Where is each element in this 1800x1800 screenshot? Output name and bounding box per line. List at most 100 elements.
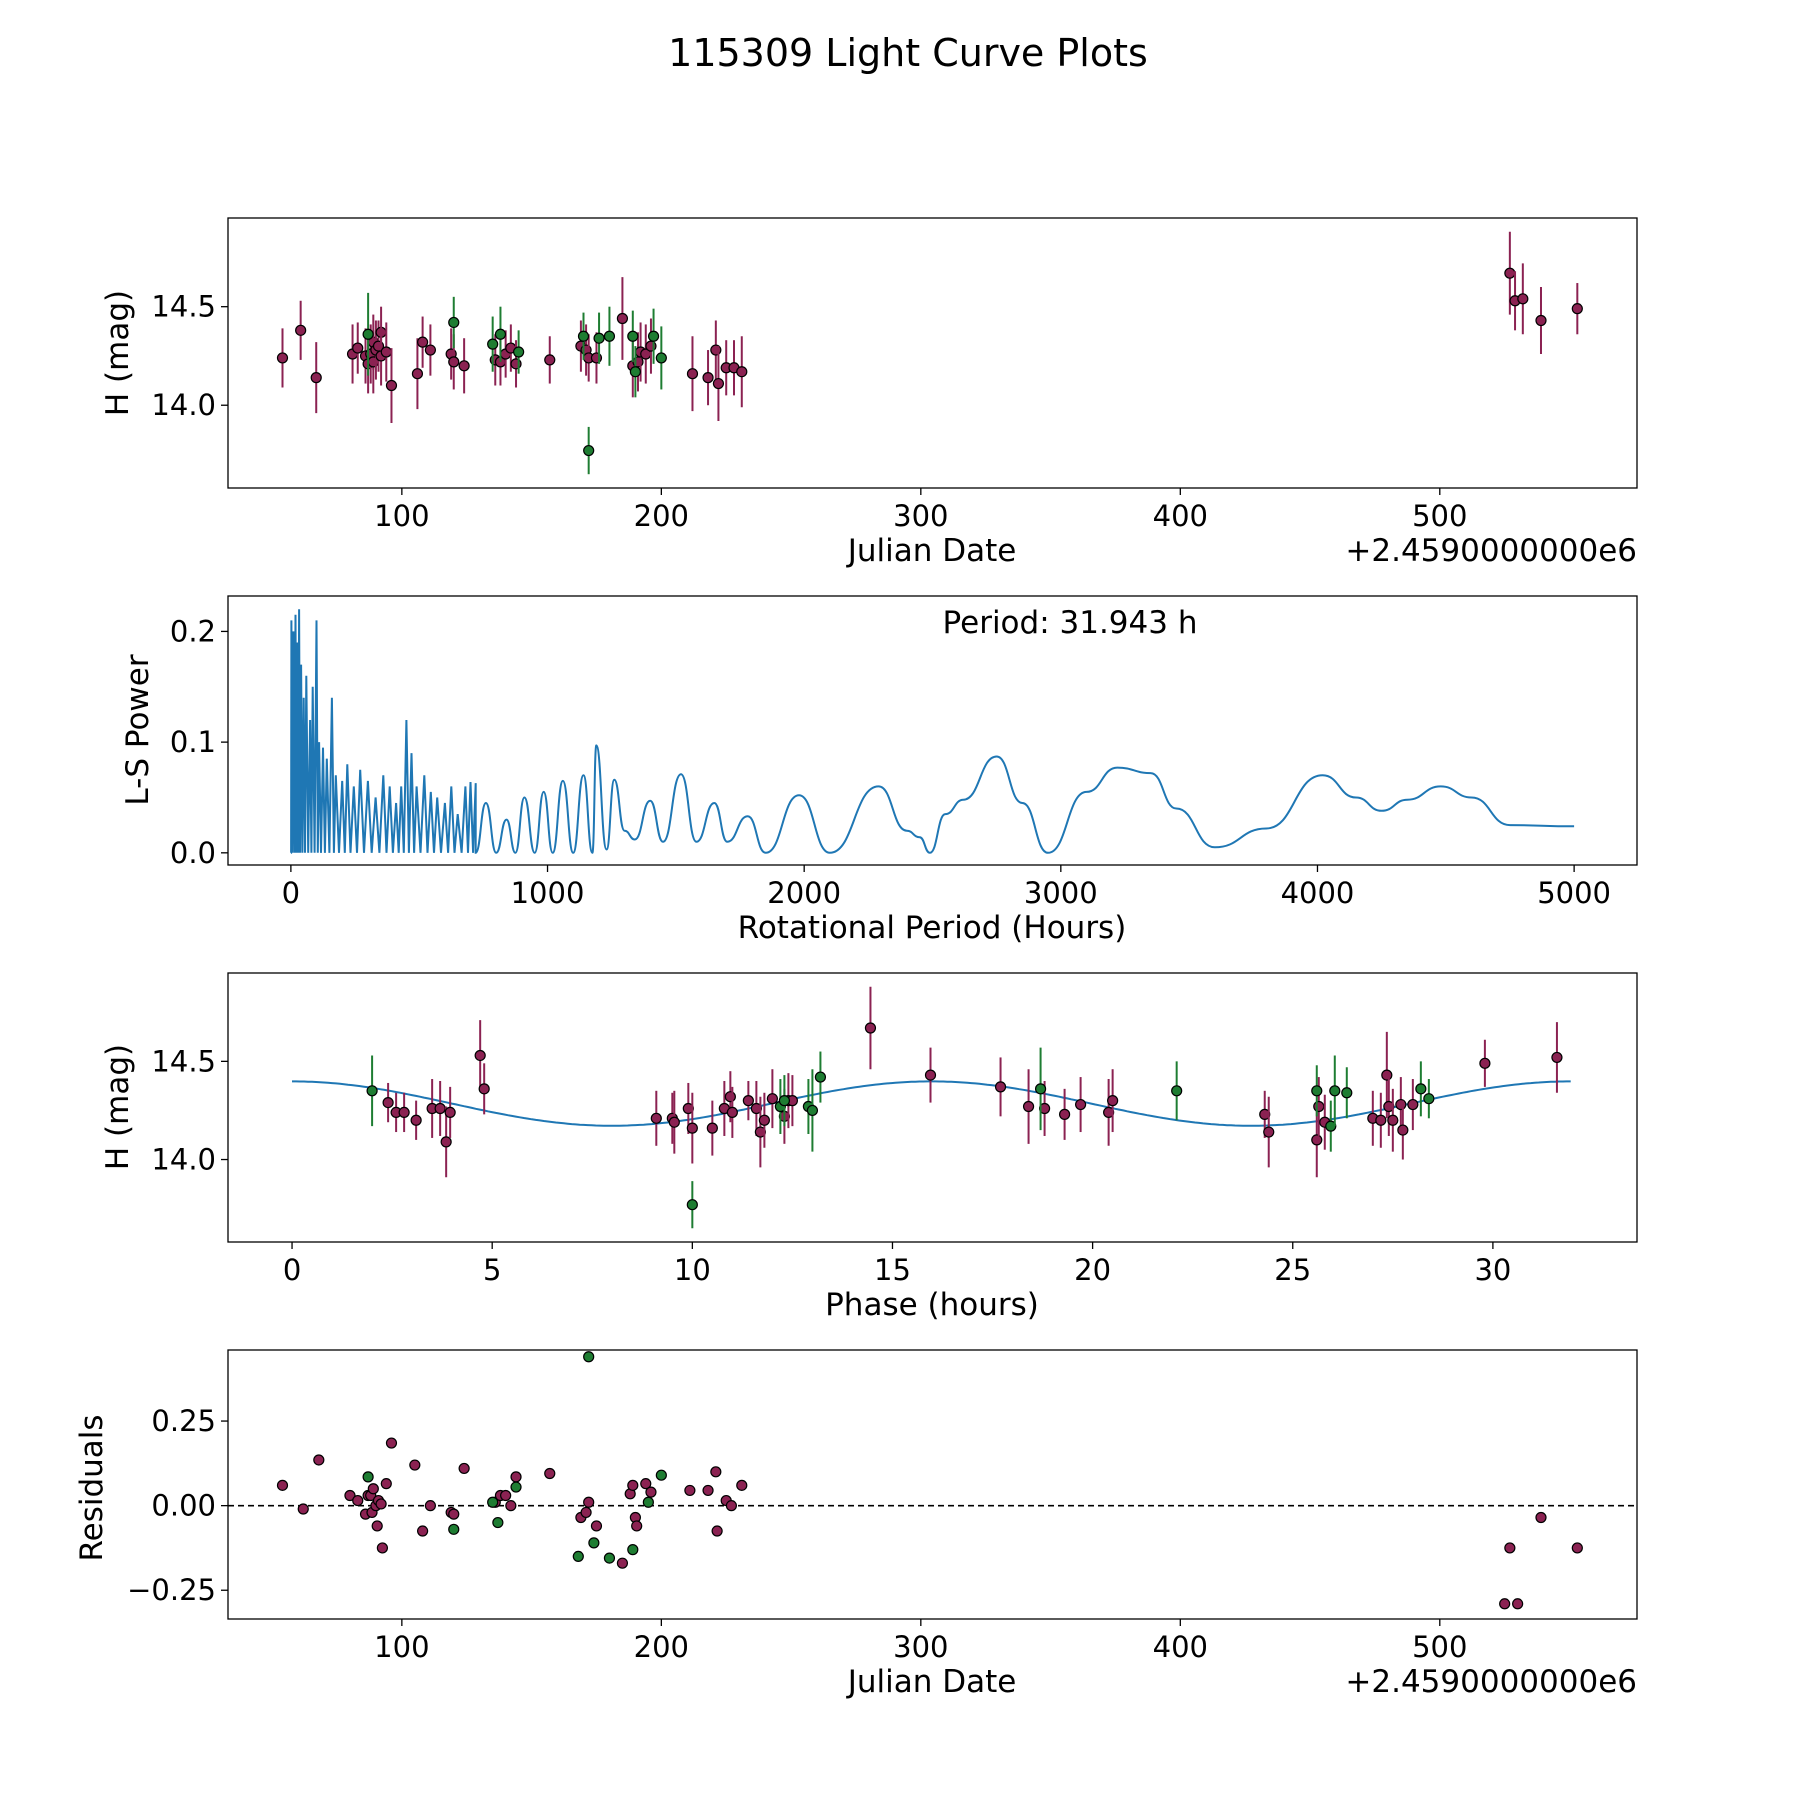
data-point (1499, 1598, 1511, 1610)
data-point (629, 366, 641, 378)
data-point (814, 1071, 827, 1083)
data-point (702, 372, 714, 384)
data-point (593, 332, 605, 344)
data-point (1034, 1083, 1047, 1095)
data-point (500, 1489, 512, 1502)
data-point (310, 372, 322, 384)
x-tick-label: 4000 (1281, 876, 1355, 910)
data-point (410, 1114, 422, 1126)
data-point (380, 346, 392, 358)
y-tick-label: 0.0 (170, 836, 216, 870)
data-point (487, 1496, 499, 1508)
data-point (417, 336, 429, 348)
y-tick-label: 14.5 (151, 1044, 216, 1078)
x-tick-label: 2000 (767, 876, 841, 910)
x-tick-label: 25 (1274, 1253, 1311, 1287)
x-tick-label: 30 (1474, 1253, 1511, 1287)
data-point (806, 1104, 819, 1117)
x-tick-label: 5 (483, 1253, 501, 1287)
data-point (726, 1106, 738, 1119)
data-point (655, 1469, 667, 1481)
data-point (655, 352, 667, 364)
data-point (510, 1481, 522, 1493)
data-point (1504, 267, 1516, 279)
data-point (1341, 1087, 1353, 1099)
data-point (588, 1537, 600, 1549)
data-point (583, 1496, 595, 1508)
data-point (510, 1471, 522, 1483)
x-tick-label: 100 (374, 499, 429, 533)
data-point (1395, 1098, 1407, 1111)
data-point (444, 1106, 456, 1119)
data-point (647, 330, 660, 342)
residuals-x-label: Julian Date (846, 1664, 1017, 1700)
data-point (366, 1085, 378, 1097)
data-point (385, 379, 398, 392)
data-point (627, 1544, 639, 1556)
data-point (448, 1508, 460, 1520)
data-point (297, 1503, 309, 1515)
data-point (1311, 1134, 1323, 1146)
data-point (448, 356, 460, 368)
panel-phase: 0 5 10 15 20 25 30 14.0 14.5 Phase (hours) H (m… (100, 972, 1638, 1323)
data-point (362, 1471, 374, 1483)
phase-y-label: H (mag) (100, 1044, 136, 1170)
data-point (1397, 1124, 1409, 1136)
x-tick-label: 15 (874, 1253, 911, 1287)
x-tick-label: 400 (1153, 1630, 1208, 1664)
data-point (627, 1479, 639, 1491)
data-point (434, 1102, 446, 1115)
data-point (736, 1479, 748, 1491)
data-point (736, 366, 748, 378)
data-point (590, 1520, 603, 1532)
periodogram-y-ticks: 0.0 0.1 0.2 (170, 614, 228, 870)
data-point (352, 1494, 364, 1507)
residuals-x-offset: +2.4590000000e6 (1345, 1664, 1637, 1700)
x-tick-label: 200 (634, 1630, 689, 1664)
data-point (627, 330, 639, 342)
data-point (994, 1081, 1007, 1093)
series-maroon (276, 231, 1583, 423)
series-green (362, 1351, 667, 1564)
x-tick-label: 300 (893, 1630, 948, 1664)
data-point (650, 1112, 662, 1124)
data-point (686, 1122, 698, 1134)
data-point (1375, 1114, 1387, 1126)
data-point (864, 1022, 877, 1034)
data-point (1571, 303, 1583, 315)
phase-plot-area (292, 986, 1571, 1229)
periodogram-x-ticks: 0 1000 2000 3000 4000 5000 (282, 865, 1611, 910)
data-point (424, 344, 436, 356)
light-curve-y-ticks: 14.0 14.5 (151, 290, 228, 422)
residuals-plot-area (228, 1351, 1637, 1610)
data-point (1512, 1598, 1524, 1610)
data-point (458, 360, 470, 372)
periodogram-y-label: L-S Power (120, 654, 156, 805)
data-point (371, 1520, 383, 1532)
light-curve-plot-area (276, 231, 1583, 475)
data-point (758, 1114, 770, 1126)
data-point (362, 328, 374, 340)
data-point (513, 346, 525, 358)
residuals-frame (227, 1349, 1638, 1620)
data-point (640, 1478, 652, 1490)
data-point (276, 1479, 289, 1491)
data-point (1517, 293, 1529, 305)
data-point (344, 1489, 356, 1502)
data-point (440, 1136, 452, 1148)
data-point (1171, 1085, 1183, 1097)
data-point (382, 1096, 394, 1109)
data-point (492, 1516, 504, 1529)
data-point (1415, 1083, 1427, 1095)
data-point (616, 1557, 629, 1569)
light-curve-frame (227, 217, 1638, 489)
series-green (366, 1047, 1435, 1229)
data-point (580, 1506, 592, 1519)
data-point (448, 1523, 460, 1535)
phase-x-label: Phase (hours) (825, 1287, 1039, 1323)
data-point (742, 1095, 754, 1107)
data-point (544, 354, 556, 366)
data-point (417, 1525, 429, 1537)
data-point (1263, 1126, 1275, 1138)
